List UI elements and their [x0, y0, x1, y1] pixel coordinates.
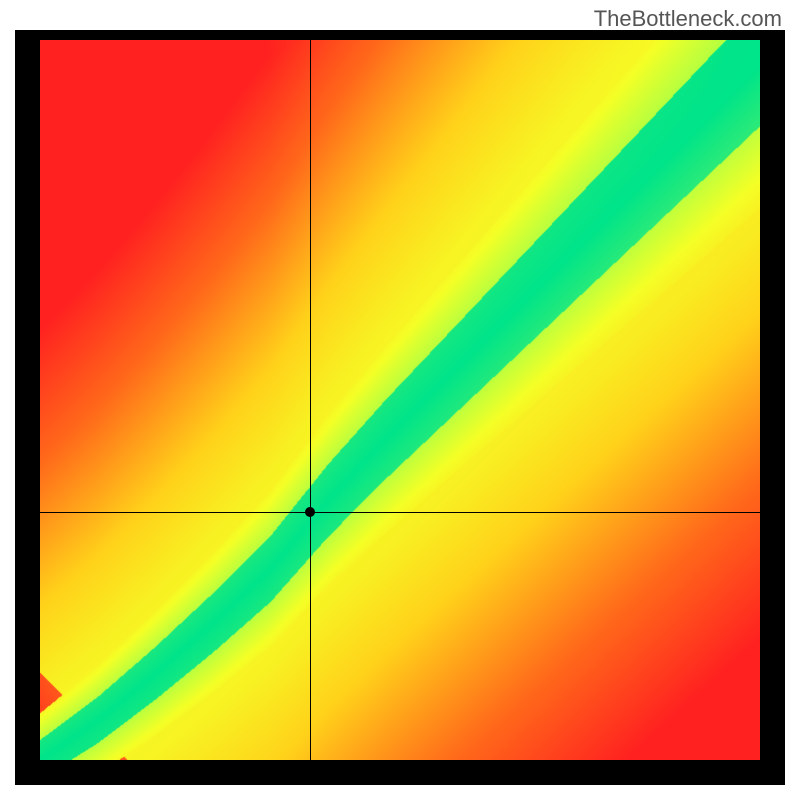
watermark-text: TheBottleneck.com	[594, 6, 782, 32]
marker-dot	[305, 507, 315, 517]
plot-frame	[15, 30, 785, 785]
crosshair-vertical	[310, 40, 311, 760]
heatmap-canvas	[40, 40, 760, 760]
crosshair-horizontal	[40, 512, 760, 513]
plot-area	[40, 40, 760, 760]
